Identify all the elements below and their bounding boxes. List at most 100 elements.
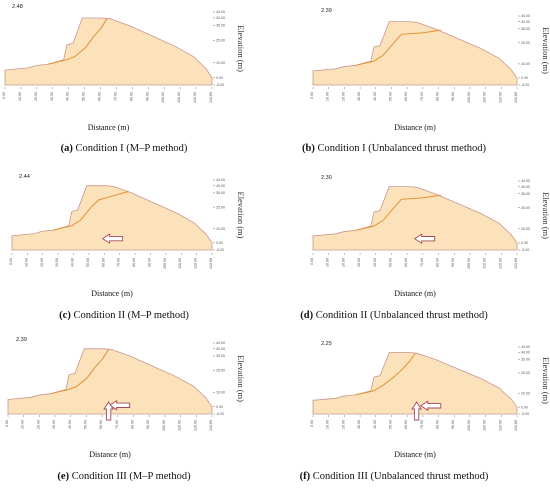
slope-body	[4, 17, 213, 86]
y-tick-label: 25.00	[216, 369, 225, 373]
y-tick-label: 10.00	[216, 390, 225, 394]
caption-text: Condition I (Unbalanced thrust method)	[317, 143, 486, 154]
x-tick-label: 70.00	[420, 258, 424, 267]
y-tick-label: 25.00	[216, 205, 225, 209]
x-tick-label: 20.00	[341, 420, 345, 429]
y-tick-label: 10.00	[216, 61, 225, 65]
x-tick-label: 90.00	[451, 420, 455, 429]
y-tick-label: 44.00	[521, 179, 530, 183]
x-tick-label: 0.00	[310, 420, 314, 427]
y-tick-label: 40.00	[521, 185, 530, 189]
x-tick-label: 100.00	[162, 420, 166, 431]
subfigure-caption: (a) Condition I (M–P method)	[61, 143, 188, 154]
x-tick-label: 40.00	[71, 258, 75, 267]
caption-label: (c)	[59, 310, 71, 321]
x-tick-label: 40.00	[66, 92, 70, 101]
x-tick-label: 60.00	[98, 92, 102, 101]
y-tick-label: 40.00	[216, 184, 225, 188]
subfigure-caption: (c) Condition II (M–P method)	[59, 310, 189, 321]
panel-e: 2.39 0.00 10.00 20.00 30.00 40.00 50.00 60.00 70…	[5, 337, 246, 482]
y-tick-label: 35.00	[521, 192, 530, 196]
x-tick-label: 80.00	[131, 420, 135, 429]
subfigure-caption: (d) Condition II (Unbalanced thrust meth…	[300, 310, 488, 321]
y-tick-label: -5.00	[216, 83, 224, 87]
x-tick-label: 10.00	[326, 92, 330, 101]
caption-label: (f)	[300, 471, 311, 482]
y-tick-label: 35.00	[216, 354, 225, 358]
x-axis-title: Distance (m)	[88, 123, 130, 132]
y-tick-label: 35.00	[521, 27, 530, 31]
slip-surface-line	[355, 29, 442, 66]
x-tick-label: 70.00	[420, 92, 424, 101]
y-tick-label: 44.00	[216, 10, 225, 14]
load-arrow-up	[411, 401, 422, 421]
x-axis-title: Distance (m)	[394, 123, 436, 132]
x-tick-label: 30.00	[55, 258, 59, 267]
factor-of-safety-label: 2.44	[19, 174, 30, 180]
y-tick-label: -5.00	[521, 412, 529, 416]
y-tick-label: 44.00	[216, 178, 225, 182]
x-tick-label: 133.89	[209, 92, 213, 103]
x-tick-label: 60.00	[404, 92, 408, 101]
x-tick-label: 20.00	[36, 420, 40, 429]
x-tick-label: 70.00	[113, 92, 117, 101]
y-axis-title: Elevation (m)	[236, 25, 246, 72]
x-tick-label: 100.00	[467, 420, 471, 431]
factor-of-safety-label: 2.48	[12, 4, 23, 10]
slope-body	[312, 21, 518, 86]
x-tick-label: 120.00	[194, 258, 198, 269]
x-tick-label: 50.00	[388, 92, 392, 101]
load-arrow-up	[103, 401, 114, 421]
factor-of-safety-label: 2.39	[16, 337, 27, 343]
x-tick-label: 133.89	[514, 258, 518, 269]
slope-body	[7, 348, 213, 415]
x-tick-label: 40.00	[373, 258, 377, 267]
x-tick-label: 90.00	[451, 92, 455, 101]
x-tick-label: 50.00	[83, 420, 87, 429]
panel-f: 2.25 0.00 10.00 20.00 30.00 40.00 50.00 60.00 70…	[300, 341, 550, 482]
factor-of-safety-label: 2.30	[321, 175, 332, 181]
x-tick-label: 20.00	[40, 258, 44, 267]
factor-of-safety-label: 2.25	[321, 341, 332, 347]
x-tick-label: 10.00	[18, 92, 22, 101]
x-tick-label: 10.00	[21, 420, 25, 429]
y-axis-title: Elevation (m)	[541, 192, 550, 239]
caption-label: (a)	[61, 143, 74, 154]
y-axis-title: Elevation (m)	[236, 355, 246, 402]
panel-a: 2.48 0.00 10.00 20.00 30.00 40.00 50.00 60.00 70…	[2, 4, 246, 154]
x-tick-label: 70.00	[420, 420, 424, 429]
x-tick-label: 120.00	[498, 92, 502, 103]
y-tick-label: 0.00	[521, 76, 528, 80]
x-tick-label: 50.00	[82, 92, 86, 101]
caption-text: Condition I (M–P method)	[75, 143, 187, 154]
x-tick-label: 0.00	[310, 92, 314, 99]
y-tick-label: -5.00	[216, 248, 224, 252]
x-axis-title: Distance (m)	[394, 289, 436, 298]
load-arrow-left	[108, 399, 131, 411]
x-tick-label: 10.00	[326, 420, 330, 429]
y-tick-label: 10.00	[216, 227, 225, 231]
x-tick-label: 100.00	[467, 92, 471, 103]
x-axis-title: Distance (m)	[89, 450, 131, 459]
y-tick-label: 35.00	[521, 358, 530, 362]
y-tick-label: 0.00	[521, 241, 528, 245]
caption-label: (e)	[57, 471, 69, 482]
slip-surface-line	[53, 190, 129, 231]
x-tick-label: 0.00	[2, 92, 6, 99]
y-tick-label: 25.00	[521, 206, 530, 210]
x-tick-label: 80.00	[436, 92, 440, 101]
x-tick-label: 70.00	[117, 258, 121, 267]
y-tick-label: 10.00	[521, 62, 530, 66]
caption-label: (b)	[302, 143, 315, 154]
x-tick-label: 90.00	[146, 420, 150, 429]
panel-d: 2.30 0.00 10.00 20.00 30.00 40.00 50.00 60.00 70…	[300, 175, 550, 321]
y-tick-label: 0.00	[216, 76, 223, 80]
x-tick-label: 90.00	[147, 258, 151, 267]
caption-text: Condition III (Unbalanced thrust method)	[313, 471, 489, 482]
x-tick-label: 40.00	[373, 420, 377, 429]
y-tick-label: -5.00	[216, 412, 224, 416]
x-tick-label: 50.00	[388, 258, 392, 267]
x-axis-title: Distance (m)	[394, 450, 436, 459]
y-tick-label: 40.00	[216, 347, 225, 351]
y-tick-label: 25.00	[521, 41, 530, 45]
